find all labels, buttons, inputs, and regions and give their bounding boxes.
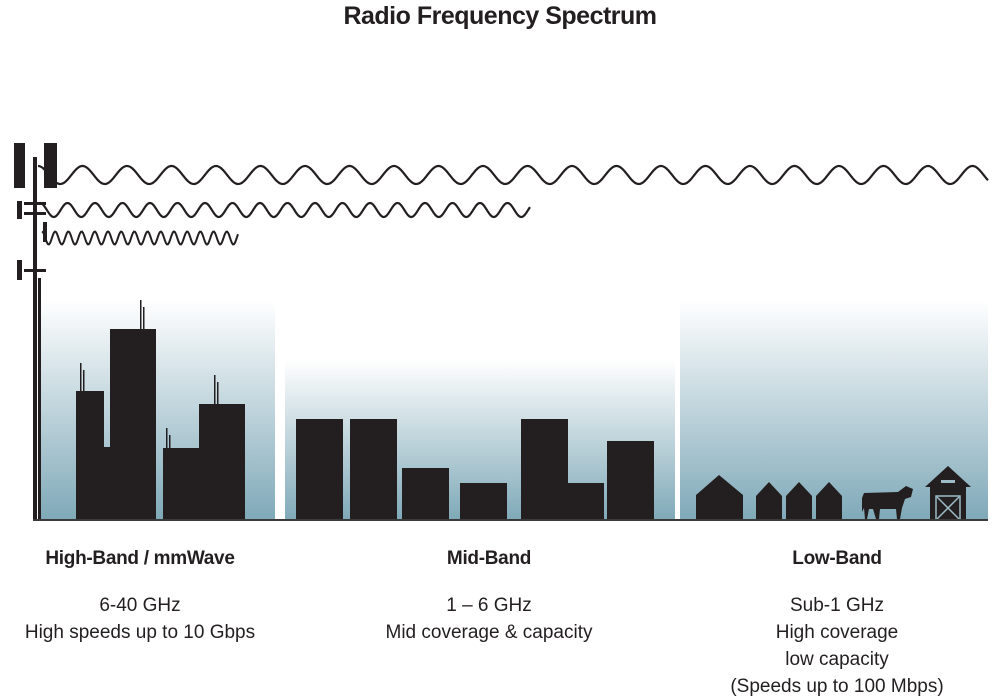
wave-mid-band bbox=[39, 201, 531, 219]
city-skyline-icon bbox=[76, 300, 245, 520]
band-frequency: 1 – 6 GHz bbox=[446, 595, 532, 616]
band-description: Mid coverage & capacity bbox=[385, 622, 593, 643]
wave-low-band bbox=[37, 164, 989, 186]
suburb-buildings-icon bbox=[296, 419, 654, 520]
band-description: High coverage bbox=[775, 622, 899, 643]
band-frequency: 6-40 GHz bbox=[99, 595, 181, 616]
high-band-label: High-Band / mmWave 6-40 GHz High speeds … bbox=[0, 548, 300, 646]
cow-icon bbox=[862, 486, 913, 519]
wave-high-band bbox=[41, 230, 239, 246]
cell-tower-icon bbox=[14, 143, 57, 520]
band-name: Mid-Band bbox=[446, 548, 532, 569]
band-description: High speeds up to 10 Gbps bbox=[24, 622, 256, 643]
low-band-label: Low-Band Sub-1 GHz High coverage low cap… bbox=[677, 548, 997, 700]
band-name: High-Band / mmWave bbox=[45, 548, 235, 569]
band-name: Low-Band bbox=[792, 548, 882, 569]
band-frequency: Sub-1 GHz bbox=[790, 595, 884, 616]
ground-line bbox=[33, 519, 988, 521]
diagram-title: Radio Frequency Spectrum bbox=[343, 2, 657, 30]
band-description: low capacity bbox=[785, 649, 889, 670]
band-description: (Speeds up to 100 Mbps) bbox=[730, 676, 944, 697]
rural-farm-icon bbox=[696, 475, 842, 520]
mid-band-label: Mid-Band 1 – 6 GHz Mid coverage & capaci… bbox=[329, 548, 649, 646]
